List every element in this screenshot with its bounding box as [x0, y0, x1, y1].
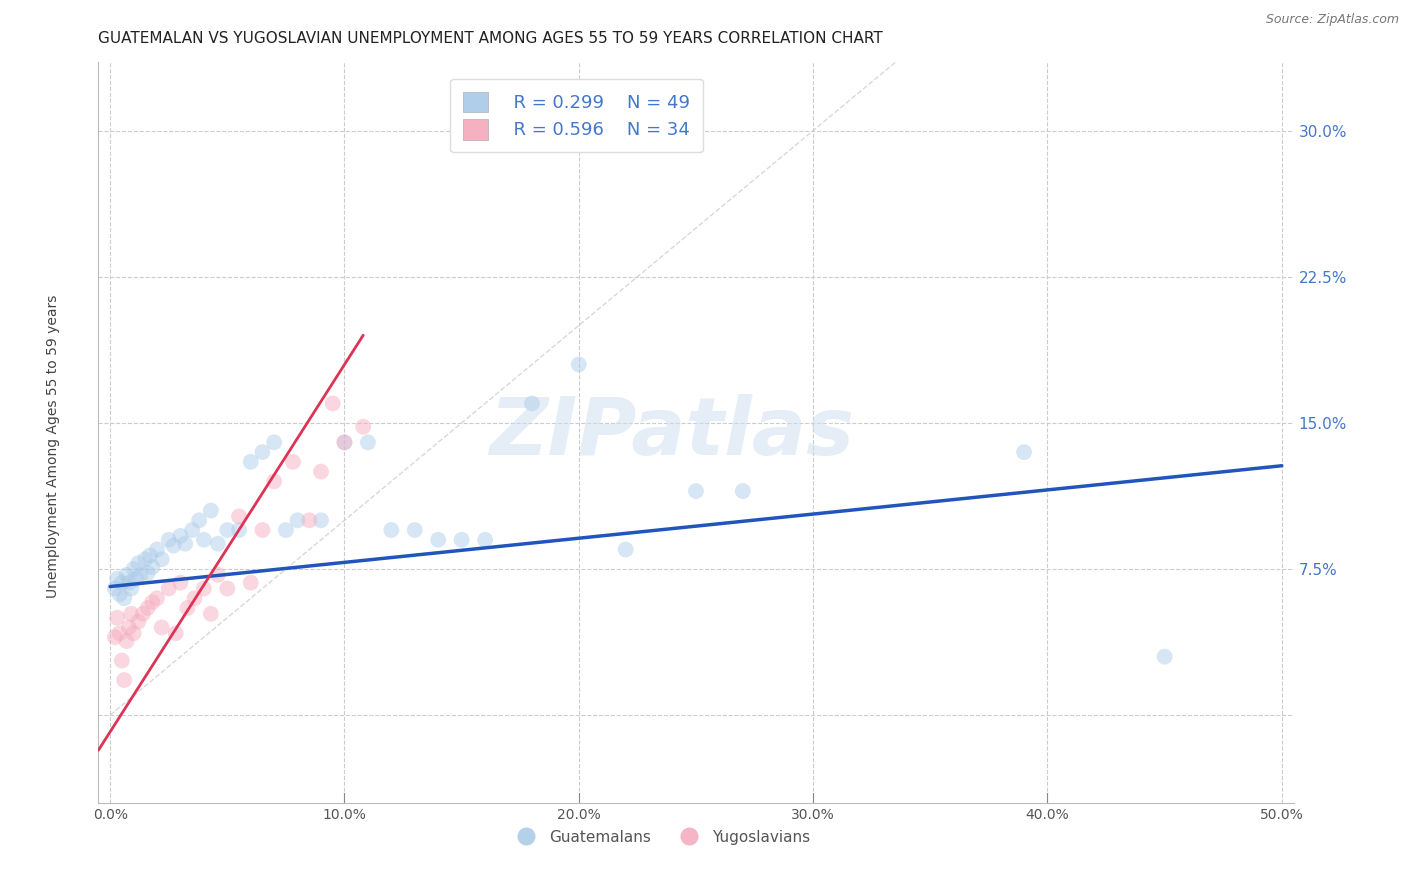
Point: [287, 513, 309, 527]
Point: [139, 549, 162, 563]
Point: [731, 484, 754, 499]
Point: [217, 523, 239, 537]
Point: [174, 536, 197, 550]
Point: [357, 435, 380, 450]
Point: [309, 513, 332, 527]
Point: [112, 673, 135, 687]
Point: [134, 552, 156, 566]
Text: Unemployment Among Ages 55 to 59 years: Unemployment Among Ages 55 to 59 years: [46, 294, 60, 598]
Point: [1012, 445, 1035, 459]
Point: [112, 591, 135, 606]
Point: [474, 533, 496, 547]
Point: [309, 465, 332, 479]
Legend: Guatemalans, Yugoslavians: Guatemalans, Yugoslavians: [505, 823, 815, 851]
Point: [228, 509, 250, 524]
Point: [120, 582, 142, 596]
Point: [200, 503, 222, 517]
Point: [115, 567, 138, 582]
Point: [207, 567, 229, 582]
Point: [183, 591, 205, 606]
Point: [193, 582, 215, 596]
Point: [239, 575, 262, 590]
Point: [207, 536, 229, 550]
Point: [274, 523, 297, 537]
Point: [228, 523, 250, 537]
Point: [118, 575, 141, 590]
Point: [181, 523, 204, 537]
Point: [157, 582, 180, 596]
Point: [685, 484, 707, 499]
Point: [150, 552, 173, 566]
Point: [281, 455, 304, 469]
Point: [108, 626, 131, 640]
Point: [122, 562, 145, 576]
Point: [115, 634, 138, 648]
Point: [157, 533, 180, 547]
Point: [165, 626, 187, 640]
Point: [127, 615, 149, 629]
Point: [129, 567, 152, 582]
Point: [322, 396, 344, 410]
Point: [263, 435, 285, 450]
Point: [252, 523, 274, 537]
Point: [150, 620, 173, 634]
Point: [193, 533, 215, 547]
Point: [118, 620, 141, 634]
Point: [252, 445, 274, 459]
Point: [108, 587, 131, 601]
Point: [105, 572, 128, 586]
Point: [169, 575, 191, 590]
Point: [427, 533, 450, 547]
Point: [169, 529, 191, 543]
Point: [111, 575, 134, 590]
Point: [141, 560, 163, 574]
Point: [200, 607, 222, 621]
Point: [298, 513, 321, 527]
Point: [404, 523, 426, 537]
Point: [146, 542, 169, 557]
Point: [122, 626, 145, 640]
Point: [520, 396, 543, 410]
Point: [380, 523, 402, 537]
Point: [239, 455, 262, 469]
Point: [141, 595, 163, 609]
Point: [105, 610, 128, 624]
Point: [104, 630, 127, 644]
Point: [614, 542, 637, 557]
Point: [188, 513, 211, 527]
Point: [111, 654, 134, 668]
Point: [136, 566, 159, 580]
Point: [333, 435, 356, 450]
Point: [125, 572, 148, 586]
Text: Source: ZipAtlas.com: Source: ZipAtlas.com: [1265, 13, 1399, 27]
Point: [162, 539, 184, 553]
Point: [450, 533, 472, 547]
Point: [132, 607, 155, 621]
Point: [136, 601, 159, 615]
Point: [217, 582, 239, 596]
Point: [352, 419, 374, 434]
Point: [120, 607, 142, 621]
Point: [568, 358, 591, 372]
Point: [176, 601, 198, 615]
Point: [333, 435, 356, 450]
Point: [1153, 649, 1175, 664]
Text: ZIPatlas: ZIPatlas: [489, 393, 855, 472]
Point: [146, 591, 169, 606]
Point: [127, 556, 149, 570]
Point: [263, 475, 285, 489]
Point: [104, 582, 127, 596]
Text: GUATEMALAN VS YUGOSLAVIAN UNEMPLOYMENT AMONG AGES 55 TO 59 YEARS CORRELATION CHA: GUATEMALAN VS YUGOSLAVIAN UNEMPLOYMENT A…: [98, 31, 883, 46]
